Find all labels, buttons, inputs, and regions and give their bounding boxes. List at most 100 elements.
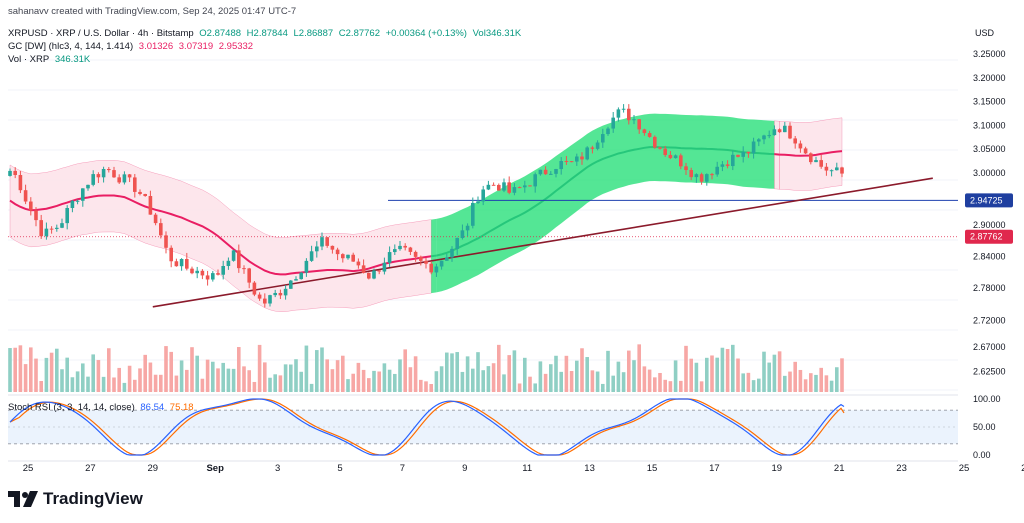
candle-body bbox=[101, 168, 106, 178]
volume-bar bbox=[814, 374, 818, 392]
volume-bar bbox=[367, 378, 371, 392]
candle-body bbox=[185, 259, 189, 269]
volume-bar bbox=[8, 348, 12, 392]
candle-body bbox=[757, 139, 761, 142]
volume-bar bbox=[231, 368, 236, 392]
candle-body bbox=[143, 193, 147, 197]
gc-value-2: 3.07319 bbox=[178, 41, 214, 52]
gc-legend[interactable]: GC [DW] (hlc3, 4, 144, 1.414) 3.01326 3.… bbox=[8, 41, 256, 53]
candle-body bbox=[75, 200, 80, 202]
candle-body bbox=[18, 175, 23, 191]
volume-bar bbox=[767, 362, 771, 392]
gc-value-3: 2.95332 bbox=[218, 41, 254, 52]
volume-bar bbox=[174, 375, 179, 392]
price-tick: 2.62500 bbox=[973, 366, 1006, 376]
candle-body bbox=[590, 147, 595, 149]
candle-body bbox=[439, 260, 444, 267]
candle-body bbox=[835, 167, 839, 171]
stoch-rsi-k: 86.54 bbox=[140, 402, 165, 413]
volume-legend[interactable]: Vol · XRP 346.31K bbox=[8, 54, 93, 66]
gc-value-1: 3.01326 bbox=[138, 41, 174, 52]
volume-bar bbox=[138, 368, 142, 392]
volume-bar bbox=[86, 376, 90, 392]
candle-body bbox=[330, 245, 335, 250]
volume-bar bbox=[658, 372, 662, 392]
candle-body bbox=[502, 182, 506, 191]
volume-bar bbox=[601, 383, 605, 392]
volume-bar bbox=[445, 352, 449, 392]
volume-bar bbox=[793, 361, 797, 392]
candle-body bbox=[642, 129, 647, 134]
candle-body bbox=[294, 279, 298, 281]
candle-body bbox=[720, 164, 725, 167]
volume-bar bbox=[179, 360, 184, 392]
volume-bar bbox=[242, 366, 246, 392]
candle-body bbox=[471, 202, 475, 226]
candle-body bbox=[481, 189, 485, 202]
volume-bar bbox=[361, 369, 366, 392]
candle-body bbox=[528, 185, 532, 187]
volume-bar bbox=[476, 352, 480, 392]
volume-bar bbox=[762, 351, 766, 392]
tradingview-logo[interactable]: TradingView bbox=[8, 489, 143, 509]
volume-bar bbox=[439, 366, 444, 392]
volume-bar bbox=[512, 350, 517, 392]
candle-body bbox=[315, 246, 319, 252]
candle-body bbox=[627, 108, 631, 121]
candle-body bbox=[299, 272, 303, 280]
volume-bar bbox=[153, 374, 158, 392]
candle-body bbox=[372, 270, 376, 279]
volume-bar bbox=[257, 344, 262, 392]
candle-body bbox=[460, 230, 465, 239]
candle-body bbox=[507, 182, 511, 193]
price-badge-text: 2.94725 bbox=[970, 195, 1003, 205]
candle-body bbox=[450, 248, 454, 258]
candle-body bbox=[569, 161, 574, 163]
stoch-rsi-legend[interactable]: Stoch RSI (3, 3, 14, 14, close) 86.54 75… bbox=[8, 402, 197, 414]
rsi-d-line bbox=[9, 398, 845, 456]
volume-bar bbox=[268, 377, 272, 392]
candle-body bbox=[221, 266, 225, 275]
candle-body bbox=[226, 260, 231, 267]
time-tick: 29 bbox=[148, 463, 159, 474]
volume-value: 346.31K bbox=[54, 54, 91, 65]
volume-bar bbox=[200, 378, 205, 392]
volume-bar bbox=[387, 369, 392, 392]
candle-body bbox=[29, 201, 33, 211]
candle-body bbox=[424, 260, 428, 264]
volume-bar bbox=[23, 364, 28, 392]
volume-bar bbox=[330, 369, 335, 392]
volume-bar bbox=[96, 360, 101, 392]
volume-bar bbox=[710, 355, 714, 392]
gaussian-channel-band bbox=[9, 113, 843, 312]
candle-body bbox=[304, 260, 309, 273]
volume-bar bbox=[356, 362, 361, 392]
candle-body bbox=[762, 135, 766, 140]
trendline[interactable] bbox=[152, 177, 933, 308]
time-tick: 23 bbox=[896, 463, 907, 474]
volume-bar bbox=[517, 383, 522, 392]
price-tick: 2.67000 bbox=[973, 342, 1006, 352]
volume-bar bbox=[673, 360, 678, 392]
volume-bar bbox=[684, 345, 688, 392]
time-tick: 3 bbox=[275, 463, 280, 474]
symbol-legend[interactable]: XRPUSD · XRP / U.S. Dollar · 4h · Bitsta… bbox=[8, 28, 524, 40]
candle-body bbox=[190, 268, 194, 274]
volume-bar bbox=[663, 379, 667, 392]
volume-bar bbox=[523, 357, 527, 392]
time-axis[interactable]: 25 27 29 Sep 3 5 7 9 11 13 15 17 19 21 23 25 27 bbox=[23, 463, 1024, 474]
volume-bar bbox=[829, 380, 834, 392]
volume-bar bbox=[491, 363, 496, 392]
candle-body bbox=[70, 200, 75, 209]
volume-bar bbox=[283, 364, 288, 392]
volume-bar bbox=[455, 352, 459, 392]
volume-bar bbox=[320, 347, 324, 392]
volume-bar bbox=[164, 346, 168, 392]
rsi-tick: 100.00 bbox=[973, 394, 1001, 404]
volume-bar bbox=[564, 355, 569, 392]
volume-bar bbox=[325, 359, 329, 392]
volume-bar bbox=[668, 381, 673, 392]
price-tick: 2.84000 bbox=[973, 252, 1006, 262]
candle-body bbox=[174, 261, 179, 267]
